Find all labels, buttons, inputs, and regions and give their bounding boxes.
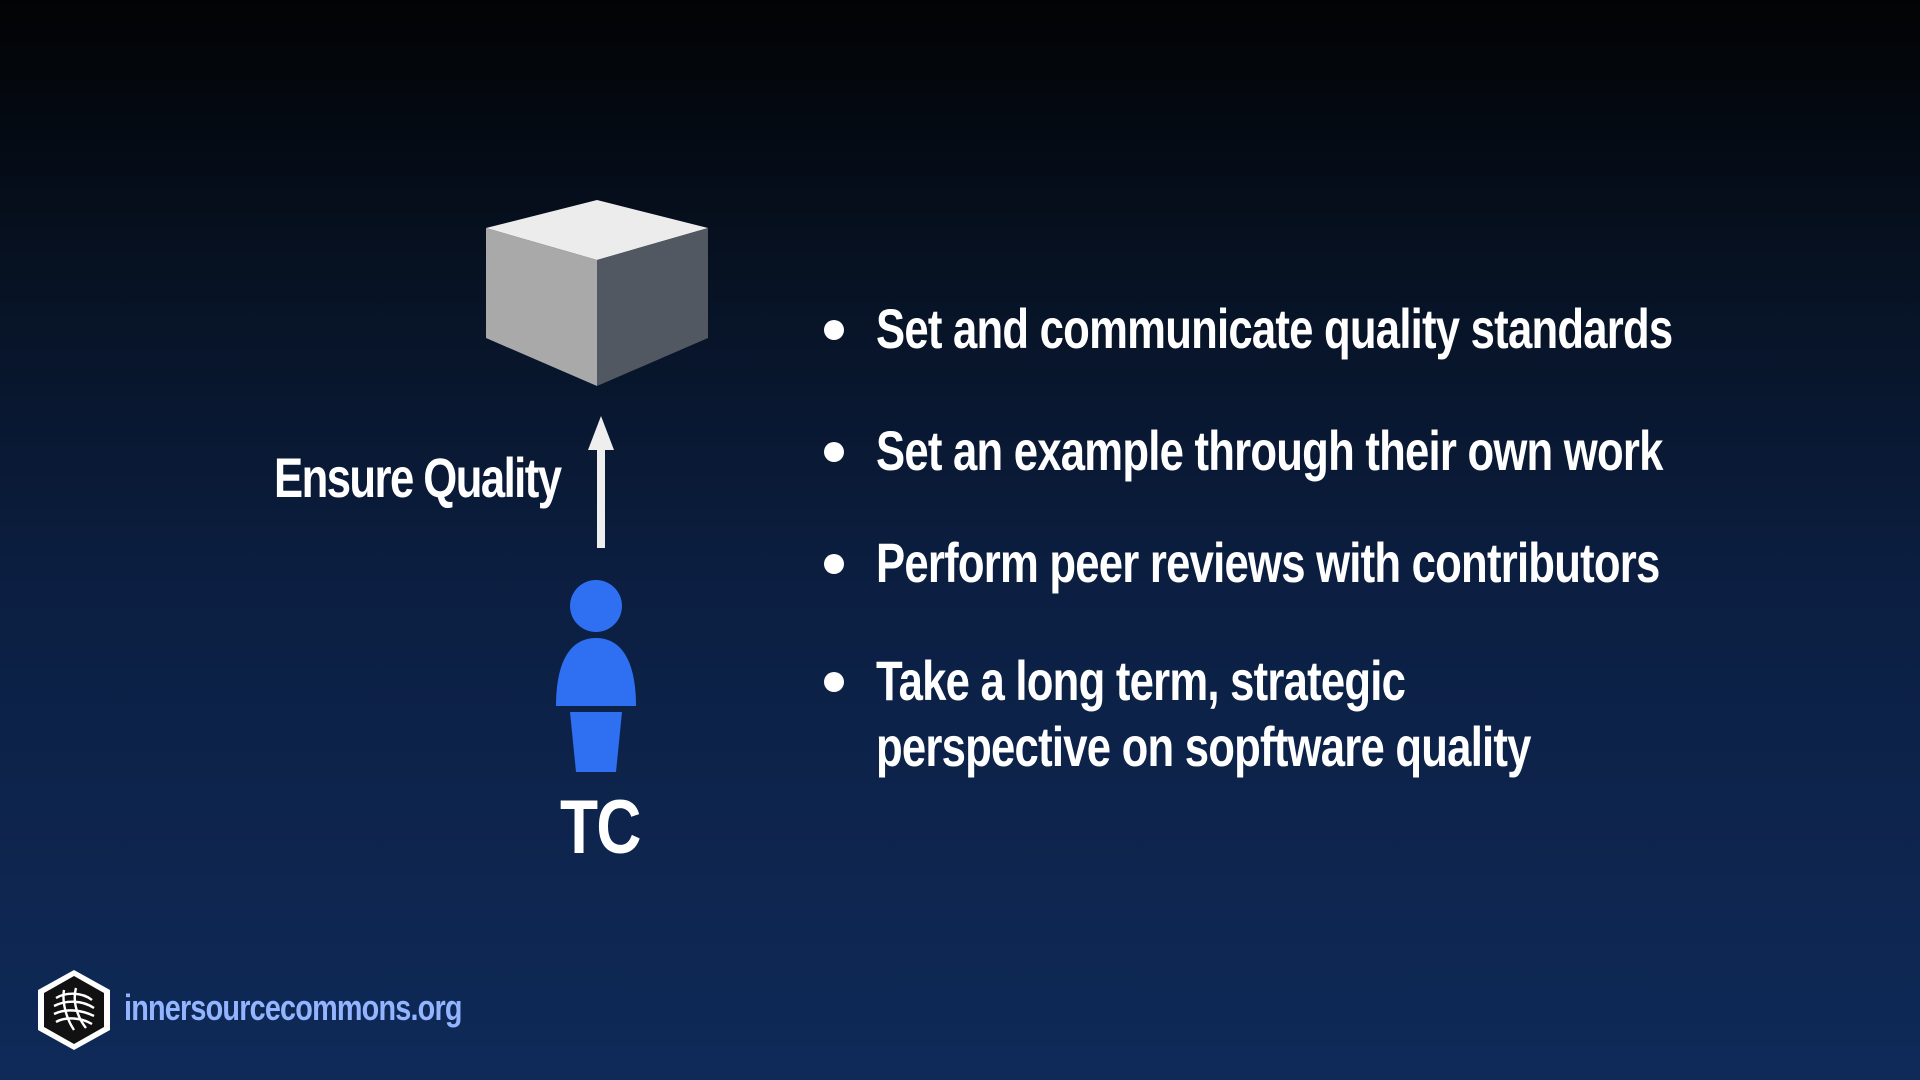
bullet-dot-icon [824, 320, 844, 340]
bullet-list: Set and communicate quality standards Se… [820, 0, 1880, 1080]
cube-left-face [486, 228, 597, 386]
cube-icon [486, 200, 708, 386]
role-label-tc: TC [560, 785, 641, 870]
bullet-dot-icon [824, 554, 844, 574]
bullet-dot-icon [824, 442, 844, 462]
footer-website-link[interactable]: innersourcecommons.org [124, 987, 462, 1028]
bullet-text: Take a long term, strategic perspective … [876, 649, 1531, 778]
person-icon [556, 580, 636, 772]
bullet-text: Set an example through their own work [876, 419, 1663, 482]
bullet-text: Perform peer reviews with contributors [876, 531, 1660, 594]
cube-top-face [486, 200, 708, 260]
innersource-commons-logo-icon [38, 970, 110, 1050]
bullet-dot-icon [824, 672, 844, 692]
up-arrow-icon [588, 416, 614, 548]
bullet-text: Set and communicate quality standards [876, 297, 1673, 360]
ensure-quality-label: Ensure Quality [274, 446, 562, 509]
cube-right-face [597, 228, 708, 386]
